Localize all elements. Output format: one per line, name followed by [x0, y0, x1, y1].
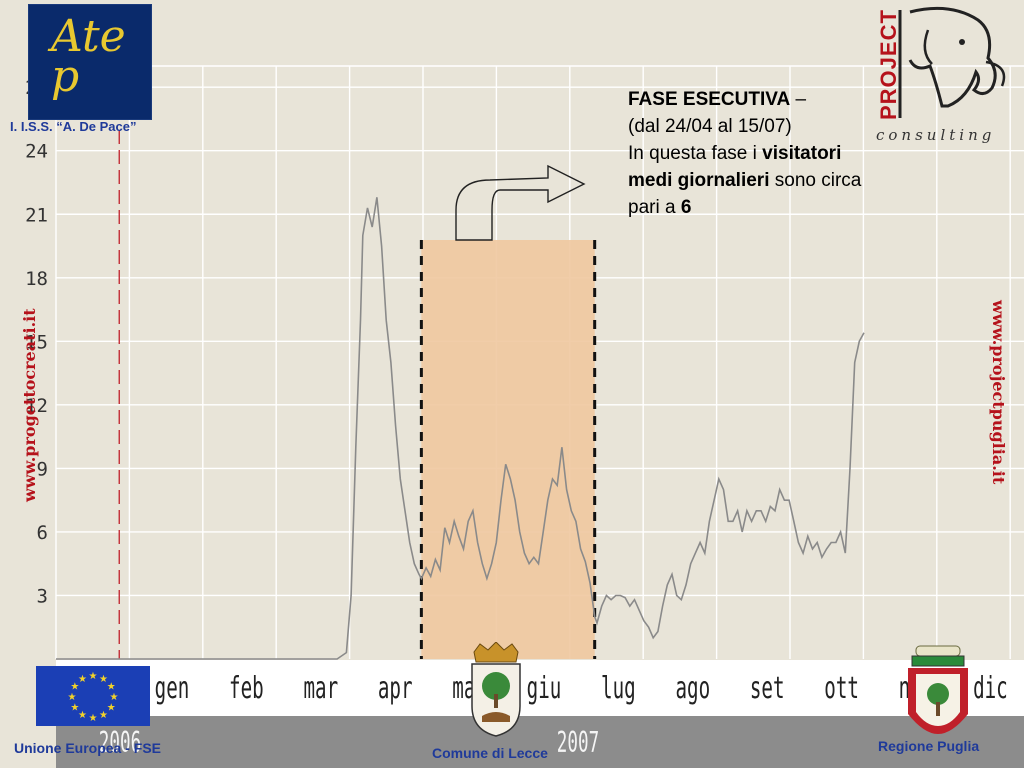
x-month-label: giu — [527, 671, 562, 706]
annotation-text-3: pari a — [628, 197, 681, 218]
x-month-label: gen — [155, 671, 190, 706]
lecce-label: Comune di Lecce — [432, 745, 548, 761]
y-tick-label: 24 — [25, 141, 48, 163]
eu-star-icon: ★ — [89, 671, 98, 682]
x-axis-years: 2006 2007 — [99, 726, 599, 760]
project-consulting-logo: PROJECT consulting — [870, 2, 1020, 152]
y-tick-label: 12 — [25, 395, 48, 417]
eu-star-icon: ★ — [110, 692, 119, 703]
x-month-label: dic — [973, 671, 1008, 706]
curved-arrow-icon — [455, 164, 586, 241]
annotation-value: 6 — [680, 197, 692, 218]
site-left-container: www.progettocreati.it — [8, 292, 39, 522]
eu-star-icon: ★ — [99, 674, 108, 685]
eu-label: Unione Europea - FSE — [14, 740, 162, 756]
month-axis-band — [56, 660, 1024, 716]
y-tick-label: 18 — [25, 268, 48, 290]
x-year-label: 2007 — [557, 726, 599, 760]
puglia-label: Regione Puglia — [878, 738, 980, 754]
site-right-container: www.projectpuglia.it — [989, 300, 1020, 530]
eu-flag-icon: ★ ★ ★ ★ ★ ★ ★ ★ ★ ★ ★ ★ — [36, 666, 150, 726]
y-tick-label: 3 — [37, 585, 48, 607]
y-tick-label: 9 — [37, 458, 48, 480]
atep-logo: Ate p — [28, 4, 152, 120]
site-right-link[interactable]: www.projectpuglia.it — [989, 300, 1008, 485]
eu-star-icon: ★ — [89, 713, 98, 724]
consulting-word: consulting — [876, 126, 996, 144]
project-word: PROJECT — [876, 9, 901, 120]
lecce-crest-icon — [466, 641, 526, 738]
atep-logo-letters: Ate p — [51, 11, 126, 102]
annotation-title-dash: – — [790, 89, 807, 110]
eu-star-icon: ★ — [107, 682, 116, 693]
annotation-text-bold-1: visitatori — [762, 143, 842, 164]
eu-star-icon: ★ — [99, 710, 108, 721]
x-axis-months: genfebmaraprmaggiulugagosetottnovdic — [155, 671, 1008, 706]
x-month-label: apr — [378, 671, 413, 706]
eu-star-icon: ★ — [107, 703, 116, 714]
y-tick-label: 15 — [25, 331, 48, 353]
visitors-line — [56, 197, 865, 660]
annotation-text-2: sono circa — [769, 170, 862, 191]
elephant-icon — [898, 6, 1006, 118]
x-year-label: 2006 — [99, 726, 141, 760]
annotation-text-1: In questa fase i — [628, 143, 763, 164]
eu-star-icon: ★ — [78, 710, 87, 721]
highlight-period — [421, 240, 595, 659]
annotation-dates: (dal 24/04 al 15/07) — [628, 116, 792, 137]
year-axis-band — [56, 716, 1024, 768]
x-month-label: lug — [601, 671, 636, 706]
x-month-label: ago — [675, 671, 710, 706]
x-month-label: ott — [824, 671, 859, 706]
x-month-label: feb — [229, 671, 264, 706]
phase-annotation: FASE ESECUTIVA – (dal 24/04 al 15/07) In… — [628, 86, 958, 221]
eu-star-icon: ★ — [68, 692, 77, 703]
y-tick-label: 21 — [25, 204, 48, 226]
eu-stars: ★★★★★★★★★ ★ ★★ — [68, 671, 119, 724]
x-month-label: set — [750, 671, 785, 706]
annotation-text-bold-2: medi giornalieri — [628, 170, 770, 191]
eu-star-icon: ★ — [70, 703, 79, 714]
eu-star-icon: ★ — [78, 674, 87, 685]
school-label: I. I.S.S. “A. De Pace” — [10, 119, 137, 134]
x-month-label: mar — [303, 671, 338, 706]
eu-star-icon: ★ — [70, 682, 79, 693]
site-left-link[interactable]: www.progettocreati.it — [20, 308, 39, 502]
y-tick-label: 6 — [37, 522, 48, 544]
annotation-title: FASE ESECUTIVA — [628, 89, 791, 110]
puglia-crest-icon — [906, 644, 970, 736]
